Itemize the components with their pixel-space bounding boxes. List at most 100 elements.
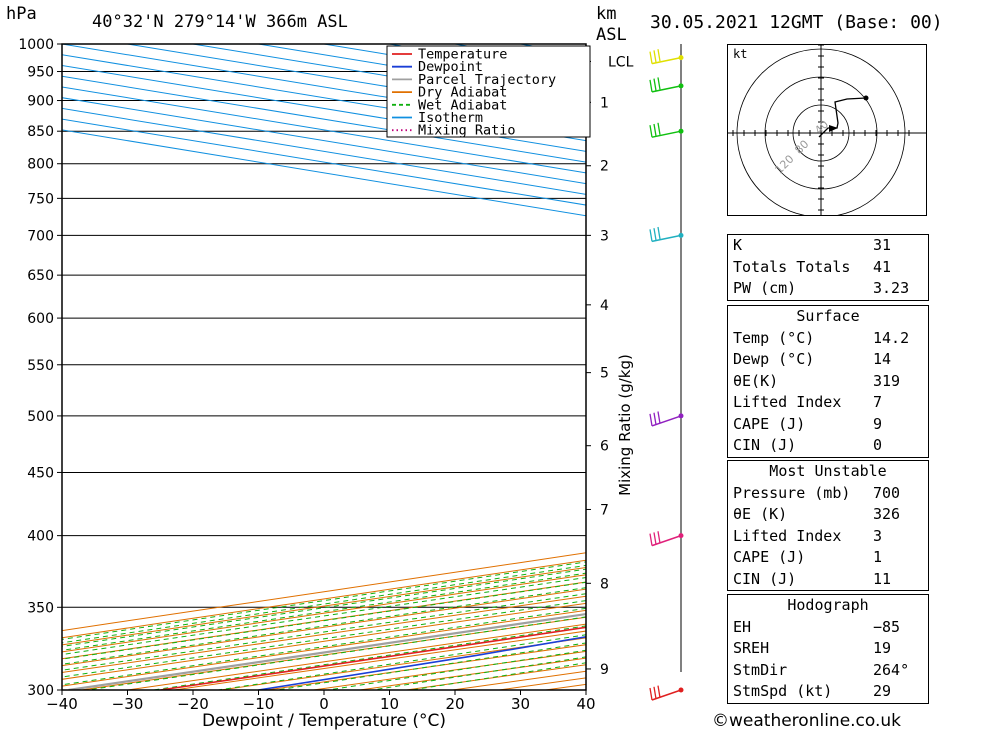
altitude-tick-label: 2 — [600, 159, 609, 175]
x-axis-label: Dewpoint / Temperature (°C) — [202, 711, 446, 731]
surface-index-value: 14 — [873, 350, 892, 368]
indices-panel-most-unstable: Most Unstable Pressure (mb) 700 θE (K) 326 Li… — [727, 460, 929, 591]
hodograph-endpoint — [863, 95, 869, 101]
most-unstable-index-row: CIN (J) 11 — [728, 569, 928, 591]
hodograph-index-label: StmSpd (kt) — [733, 682, 833, 700]
surface-index-label: θE(K) — [733, 371, 779, 390]
wind-barb — [649, 122, 684, 138]
isotherm — [62, 86, 586, 174]
pressure-tick-label: 850 — [27, 124, 54, 140]
surface-index-value: 319 — [873, 371, 901, 390]
most-unstable-index-value: 11 — [873, 569, 892, 588]
temperature-tick-label: 40 — [576, 695, 595, 713]
pressure-tick-label: 750 — [27, 191, 54, 207]
legend-label: Wet Adiabat — [418, 97, 507, 113]
altitude-tick-label: 5 — [600, 366, 609, 382]
surface-index-row: CIN (J) 0 — [728, 435, 928, 457]
pressure-tick-label: 700 — [27, 228, 54, 244]
indices-panel-surface: Surface Temp (°C) 14.2 Dewp (°C) 14 θE(K) 319 L… — [727, 305, 929, 458]
pressure-tick-label: 400 — [27, 529, 54, 545]
mixing-ratio-axis-label: Mixing Ratio (g/kg) — [616, 354, 634, 496]
index-value: 31 — [873, 236, 892, 254]
most-unstable-index-row: θE (K) 326 — [728, 504, 928, 526]
index-row: PW (cm) 3.23 — [728, 278, 928, 300]
index-section-title: Hodograph — [787, 596, 869, 614]
pressure-unit: hPa — [6, 4, 37, 24]
surface-index-label: Lifted Index — [733, 393, 842, 411]
hodograph-trace — [818, 97, 867, 138]
wind-barbs — [649, 44, 684, 701]
most-unstable-index-row: CAPE (J) 1 — [728, 547, 928, 569]
altitude-tick-label: 7 — [600, 502, 609, 518]
surface-index-row: Lifted Index 7 — [728, 392, 928, 414]
index-label: PW (cm) — [733, 279, 797, 297]
most-unstable-index-value: 3 — [873, 526, 883, 545]
hodograph-index-label: SREH — [733, 639, 770, 657]
isotherm — [62, 107, 586, 195]
surface-index-row: Dewp (°C) 14 — [728, 349, 928, 371]
index-value: 41 — [873, 257, 892, 276]
altitude-tick-label: 6 — [600, 439, 609, 455]
hodograph-index-row: StmSpd (kt) 29 — [728, 681, 928, 703]
storm-motion-arrow — [829, 125, 838, 132]
legend-label: Isotherm — [418, 110, 483, 126]
wind-barb — [649, 77, 684, 93]
hodograph-index-row: StmDir 264° — [728, 660, 928, 682]
hodograph-ring-label: 120 — [773, 152, 797, 176]
altitude-tick-label: 1 — [600, 95, 609, 111]
surface-index-label: Dewp (°C) — [733, 350, 815, 368]
hodograph-ring-label: 80 — [792, 138, 811, 157]
isotherm — [62, 129, 586, 217]
legend-label: Parcel Trajectory — [418, 72, 556, 88]
index-section-title: Most Unstable — [769, 462, 887, 480]
surface-index-label: CIN (J) — [733, 436, 797, 454]
pressure-tick-label: 650 — [27, 268, 54, 284]
legend-label: Mixing Ratio — [418, 123, 516, 139]
altitude-tick-label: 3 — [600, 228, 609, 244]
index-label: Totals Totals — [733, 257, 851, 276]
temperature-tick-label: −30 — [112, 695, 144, 713]
pressure-tick-label: 450 — [27, 465, 54, 481]
pressure-tick-label: 900 — [27, 94, 54, 110]
index-label: K — [733, 236, 743, 254]
temperature-tick-label: 10 — [380, 695, 399, 713]
most-unstable-index-row: Lifted Index 3 — [728, 526, 928, 548]
hodograph-index-value: 29 — [873, 682, 892, 700]
surface-index-value: 0 — [873, 436, 883, 454]
hodograph-index-label: EH — [733, 617, 752, 636]
pressure-tick-label: 300 — [27, 683, 54, 699]
legend-label: Temperature — [418, 47, 507, 63]
temperature-tick-label: 0 — [319, 695, 329, 713]
wind-barb — [649, 411, 684, 427]
hodograph-index-value: 19 — [873, 639, 892, 657]
surface-index-row: CAPE (J) 9 — [728, 414, 928, 436]
altitude-tick-label: 9 — [600, 662, 609, 678]
pressure-tick-label: 800 — [27, 157, 54, 173]
hodograph-index-value: −85 — [873, 617, 901, 636]
pressure-tick-label: 500 — [27, 409, 54, 425]
location-title: 40°32'N 279°14'W 366m ASL — [92, 12, 348, 32]
hodograph-index-label: StmDir — [733, 660, 788, 679]
legend-label: Dewpoint — [418, 59, 483, 75]
wind-barb — [649, 531, 684, 547]
legend-label: Dry Adiabat — [418, 85, 507, 101]
hodograph-index-value: 264° — [873, 660, 910, 679]
most-unstable-index-value: 1 — [873, 548, 883, 566]
surface-index-value: 7 — [873, 393, 883, 411]
surface-index-value: 9 — [873, 414, 883, 433]
most-unstable-index-label: CIN (J) — [733, 569, 797, 588]
temperature-tick-label: −10 — [243, 695, 275, 713]
hodograph-index-row: SREH 19 — [728, 638, 928, 660]
temperature-tick-label: 20 — [445, 695, 464, 713]
copyright-text: ©weatheronline.co.uk — [712, 711, 902, 731]
most-unstable-index-label: θE (K) — [733, 505, 788, 523]
wind-barb — [649, 685, 684, 701]
pressure-tick-label: 600 — [27, 311, 54, 327]
indices-panel-top: K 31 Totals Totals 41 PW (cm) 3.23 — [727, 234, 929, 301]
pressure-tick-label: 350 — [27, 600, 54, 616]
temperature-tick-label: −40 — [46, 695, 78, 713]
hodograph-unit: kt — [733, 47, 747, 61]
km-label: km — [596, 4, 617, 24]
